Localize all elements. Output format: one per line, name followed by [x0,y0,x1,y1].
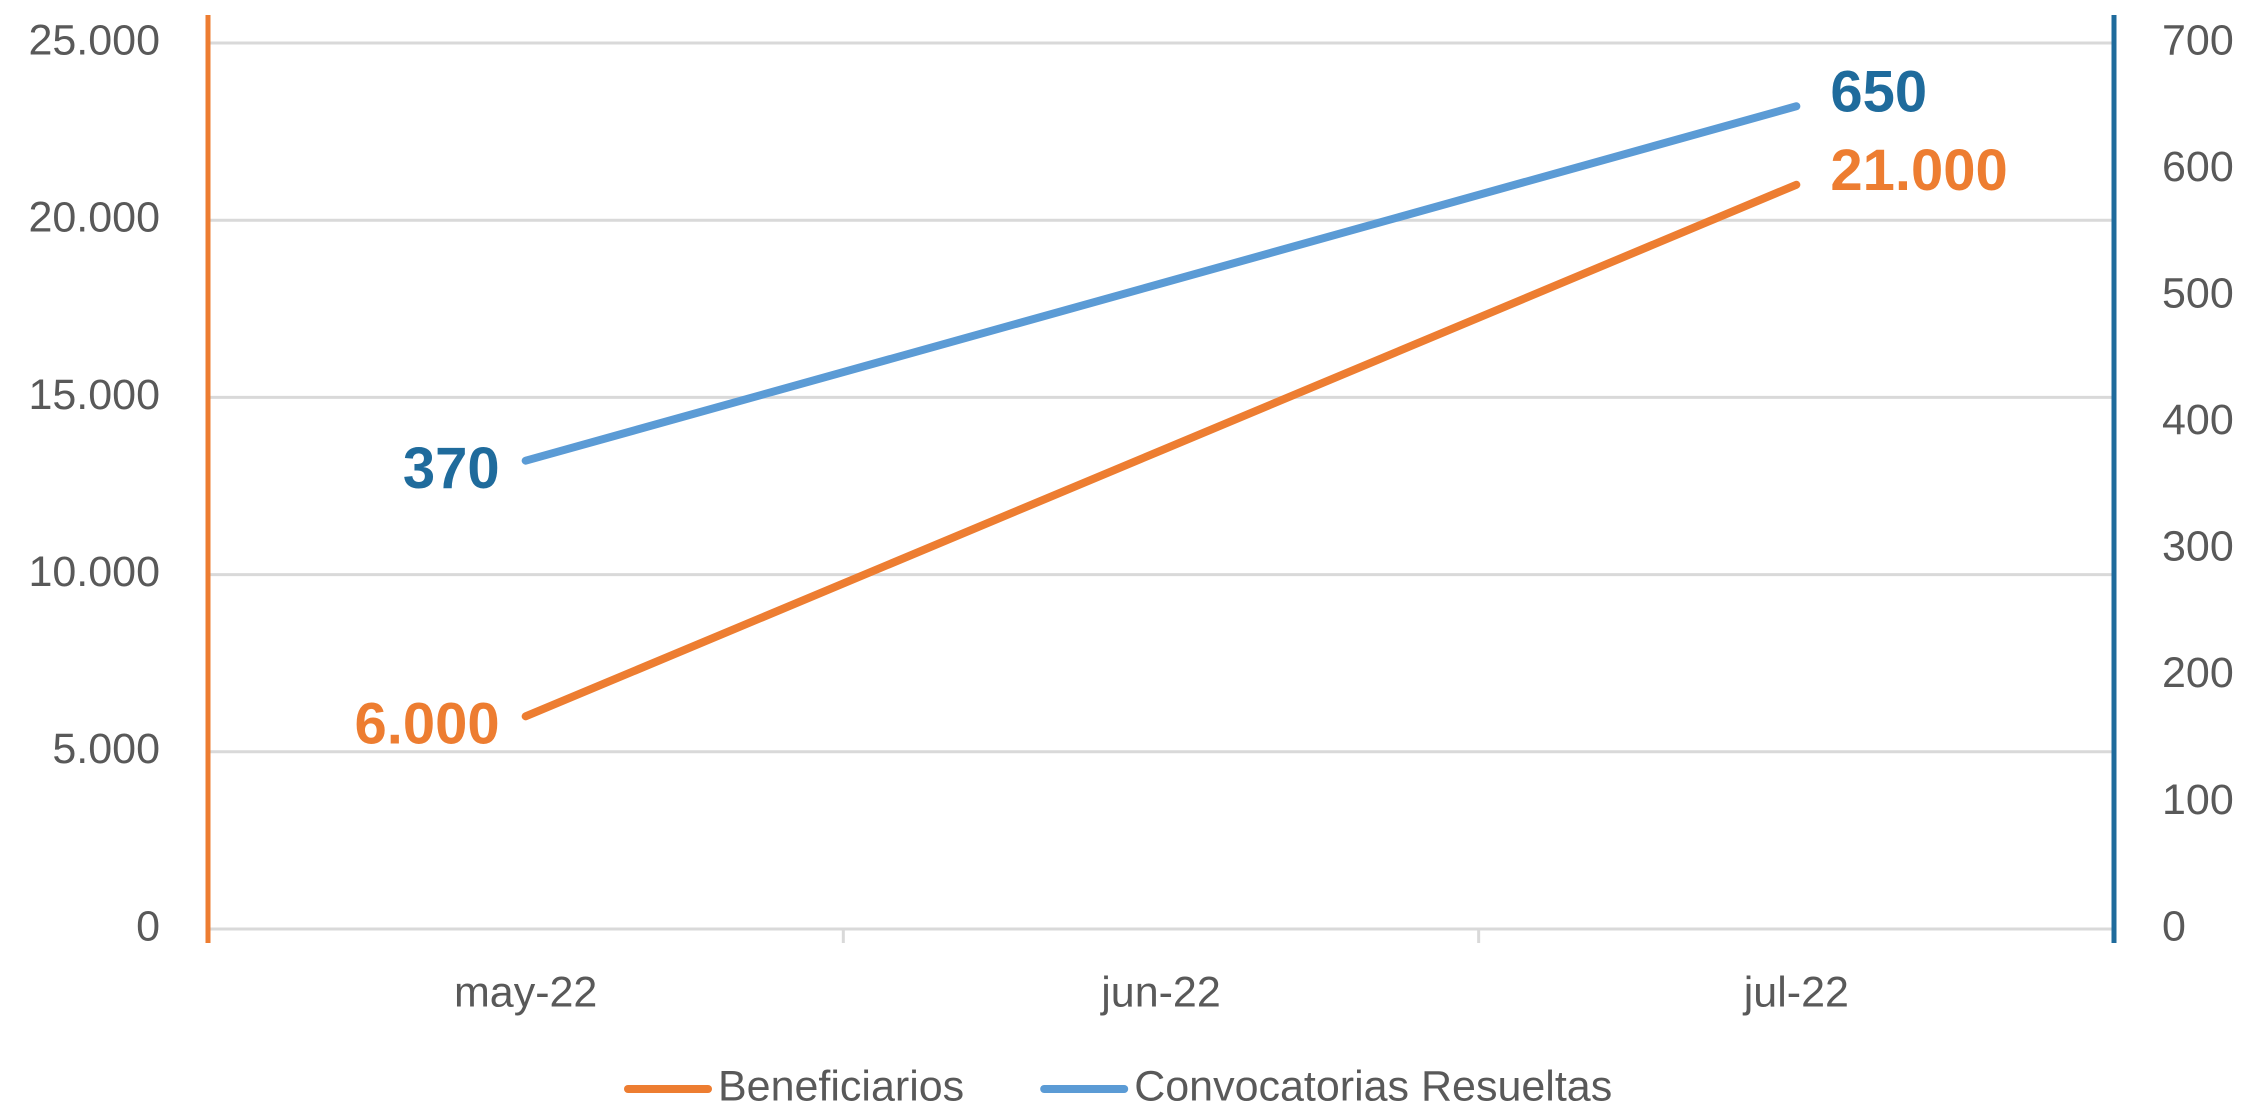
y-tick-label: 5.000 [52,725,160,773]
y-tick-label: 25.000 [28,16,160,64]
y2-tick-label: 300 [2162,523,2234,571]
y2-tick-label: 100 [2162,776,2234,824]
y-tick-label: 20.000 [28,194,160,242]
y-tick-label: 0 [136,902,160,950]
y2-tick-label: 400 [2162,396,2234,444]
y2-tick-label: 200 [2162,649,2234,697]
y-tick-label: 10.000 [28,548,160,596]
data-label: 6.000 [355,692,500,757]
y2-tick-label: 700 [2162,16,2234,64]
data-label: 21.000 [1830,138,2007,203]
legend-label: Convocatorias Resueltas [1134,1062,1612,1110]
legend-label: Beneficiarios [718,1062,964,1110]
data-label: 650 [1830,60,1927,125]
y2-tick-label: 0 [2162,902,2186,950]
y2-tick-label: 500 [2162,270,2234,318]
y2-tick-label: 600 [2162,143,2234,191]
data-label: 370 [403,436,500,501]
y-tick-label: 15.000 [28,371,160,419]
line-series [521,102,1801,465]
x-tick-label: may-22 [454,968,597,1016]
x-tick-label: jun-22 [1099,968,1221,1016]
line-series [521,180,1801,721]
x-tick-label: jul-22 [1742,968,1849,1016]
